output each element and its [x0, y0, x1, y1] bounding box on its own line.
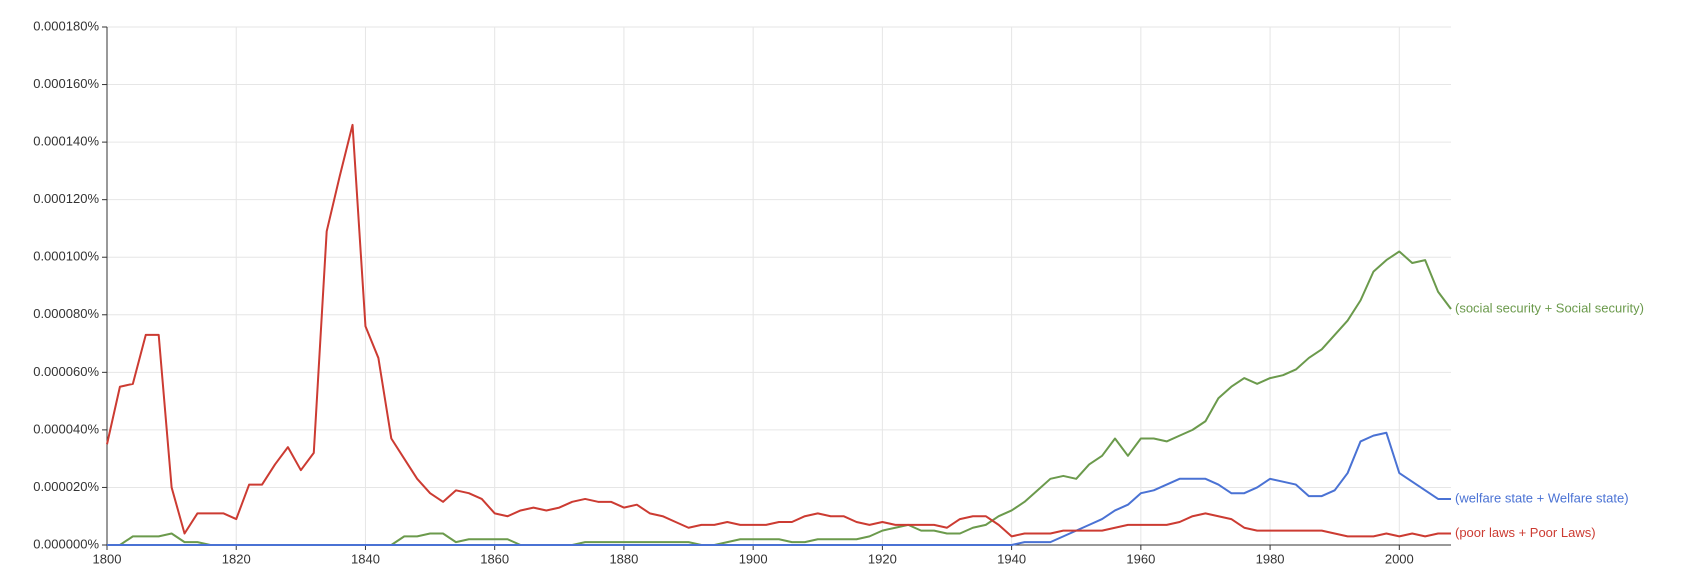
- x-tick-label: 1960: [1126, 551, 1155, 566]
- x-tick-label: 1820: [222, 551, 251, 566]
- series-label: (social security + Social security): [1455, 300, 1644, 315]
- y-tick-label: 0.000040%: [33, 421, 99, 436]
- y-tick-label: 0.000180%: [33, 18, 99, 33]
- series-line: [107, 431, 1451, 546]
- y-tick-label: 0.000020%: [33, 479, 99, 494]
- y-tick-label: 0.000160%: [33, 76, 99, 91]
- x-tick-label: 2000: [1385, 551, 1414, 566]
- series-line: [107, 250, 1452, 546]
- y-tick-label: 0.000120%: [33, 191, 99, 206]
- x-tick-label: 1800: [93, 551, 122, 566]
- series-line: [106, 123, 1451, 538]
- x-tick-label: 1840: [351, 551, 380, 566]
- y-tick-label: 0.000140%: [33, 134, 99, 149]
- y-tick-label: 0.000060%: [33, 364, 99, 379]
- y-tick-label: 0.000000%: [33, 536, 99, 551]
- x-tick-label: 1860: [480, 551, 509, 566]
- y-tick-label: 0.000100%: [33, 249, 99, 264]
- series-label: (poor laws + Poor Laws): [1455, 525, 1596, 540]
- x-tick-label: 1980: [1256, 551, 1285, 566]
- series-label: (welfare state + Welfare state): [1455, 490, 1629, 505]
- x-tick-label: 1900: [739, 551, 768, 566]
- x-tick-label: 1940: [997, 551, 1026, 566]
- x-tick-label: 1920: [868, 551, 897, 566]
- y-tick-label: 0.000080%: [33, 306, 99, 321]
- x-tick-label: 1880: [609, 551, 638, 566]
